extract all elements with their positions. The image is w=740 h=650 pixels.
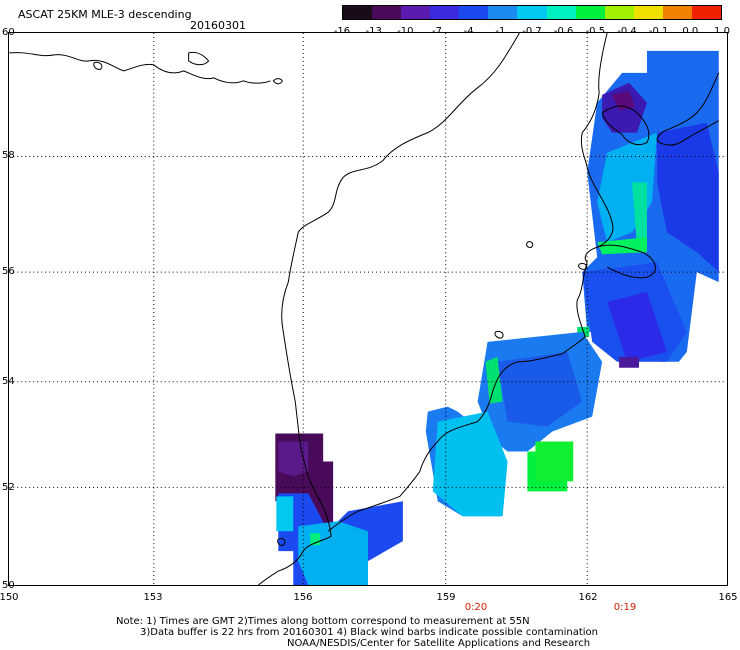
lon-label-159: 159 xyxy=(436,592,456,603)
lat-label-54: 54 xyxy=(2,376,15,387)
colorbar-tick: -16 xyxy=(333,26,351,37)
chart-date: 20160301 xyxy=(190,19,246,32)
coastline-island-1 xyxy=(188,51,210,66)
colorbar-tick: 1.0 xyxy=(714,26,730,37)
coastline-kamchatka-east xyxy=(656,72,720,146)
coastline-inner-bay xyxy=(601,105,650,146)
coastline-mid xyxy=(597,244,656,279)
colorbar-segment xyxy=(691,6,722,19)
colorbar-segment xyxy=(488,6,518,19)
lat-label-50: 50 xyxy=(2,580,15,591)
time-label-2: 0:19 xyxy=(613,602,637,613)
lon-label-156: 156 xyxy=(293,592,313,603)
coastline-mainland xyxy=(258,33,520,585)
colorbar-segment xyxy=(459,6,489,19)
colorbar-segment xyxy=(604,6,634,19)
swath-green-edge xyxy=(485,356,503,404)
swath-central-cyan xyxy=(432,411,508,517)
lon-label-153: 153 xyxy=(143,592,163,603)
colorbar-segment xyxy=(517,6,547,19)
colorbar-ticks: -16 -13 -10 -7 -4 -1 -0.7 -0.6 -0.5 -0.4 -0.1 0.0 1.… xyxy=(334,26,732,38)
colorbar-segment xyxy=(662,6,692,19)
colorbar xyxy=(342,5,722,20)
swath-mid-purple xyxy=(619,356,640,368)
colorbar-tick: -4 xyxy=(463,26,474,37)
colorbar-tick: -0.1 xyxy=(648,26,669,37)
coastline-island-2 xyxy=(272,78,283,85)
map xyxy=(8,32,728,586)
swath-mid-dark xyxy=(607,292,667,362)
grid xyxy=(9,33,727,585)
colorbar-tick: 0.0 xyxy=(682,26,699,37)
colorbar-segment xyxy=(633,6,663,19)
colorbar-tick: -0.4 xyxy=(617,26,637,37)
data-swath xyxy=(577,50,719,368)
swath-green-square-2 xyxy=(535,441,574,482)
colorbar-segment xyxy=(430,6,460,19)
coastline-island-4 xyxy=(526,241,534,248)
swath-south-cyan xyxy=(298,521,368,585)
note-line-2: 3)Data buffer is 22 hrs from 20160301 4)… xyxy=(140,627,598,638)
colorbar-tick: -0.6 xyxy=(553,26,574,37)
colorbar-tick: -0.5 xyxy=(585,26,606,37)
colorbar-segment xyxy=(546,6,576,19)
swath-central-blue xyxy=(497,351,583,427)
coastline xyxy=(9,33,720,585)
data-swath-south xyxy=(275,433,403,585)
time-label-1: 0:20 xyxy=(464,602,488,613)
coastline-island-3 xyxy=(93,61,103,70)
colorbar-tick: -1 xyxy=(495,26,506,37)
lat-label-52: 52 xyxy=(2,482,15,493)
lat-label-58: 58 xyxy=(2,150,15,161)
data-swath-central xyxy=(425,331,603,517)
swath-south-cyan2 xyxy=(276,496,294,532)
chart-title: ASCAT 25KM MLE-3 descending xyxy=(18,8,192,21)
lat-label-56: 56 xyxy=(2,266,15,277)
note-line-3: NOAA/NESDIS/Center for Satellite Applica… xyxy=(287,638,591,649)
coastline-kamchatka-west xyxy=(327,33,614,532)
lon-label-150: 150 xyxy=(0,592,19,603)
lon-label-162: 162 xyxy=(578,592,598,603)
colorbar-tick: -13 xyxy=(365,26,382,37)
colorbar-segment xyxy=(575,6,605,19)
colorbar-tick: -7 xyxy=(432,26,442,37)
colorbar-tick: -0.7 xyxy=(522,26,542,37)
colorbar-segment xyxy=(372,6,402,19)
swath-north-east-blue xyxy=(656,122,719,273)
coastline-island-6 xyxy=(494,330,504,339)
colorbar-segment xyxy=(343,6,373,19)
swath-south-purple xyxy=(278,441,309,477)
colorbar-tick: -10 xyxy=(397,26,414,37)
colorbar-segment xyxy=(401,6,431,19)
lon-label-165: 165 xyxy=(718,592,738,603)
coastline-island-5 xyxy=(578,263,588,270)
note-line-1: Note: 1) Times are GMT 2)Times along bot… xyxy=(116,616,530,627)
lat-label-60: 60 xyxy=(2,27,15,38)
coastline-island-7 xyxy=(277,538,286,546)
